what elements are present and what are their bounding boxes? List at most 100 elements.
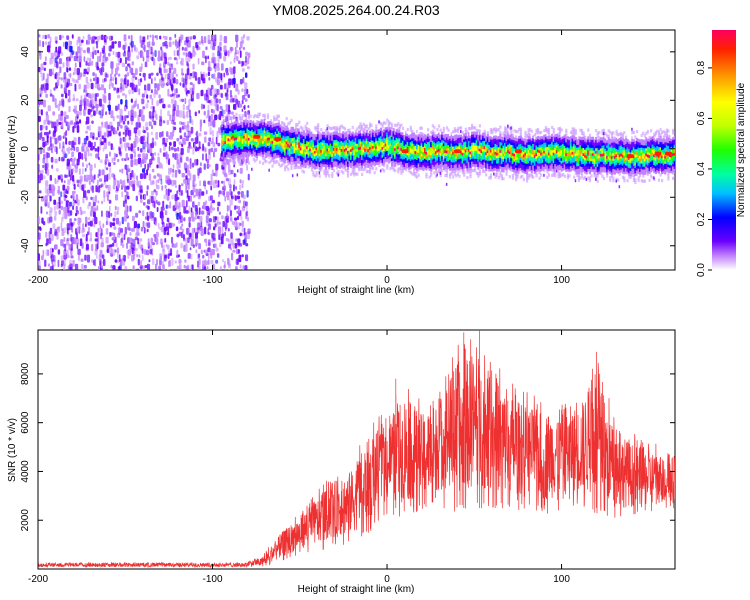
spectrogram-cell <box>430 157 433 161</box>
spectrogram-cell <box>298 136 301 140</box>
spectrogram-cell <box>287 143 290 147</box>
spectrogram-cell <box>299 160 302 164</box>
spectrogram-cell <box>237 120 240 124</box>
spectrogram-cell <box>483 151 486 155</box>
spectrogram-cell <box>226 154 229 158</box>
spectrogram-cell <box>444 147 447 151</box>
spectrogram-cell <box>324 158 328 162</box>
spectrogram-cell <box>321 131 324 135</box>
spectrogram-cell <box>209 180 213 186</box>
spectrogram-cell <box>460 160 463 165</box>
spectrogram-cell <box>485 167 488 172</box>
spectrogram-cell <box>75 194 79 202</box>
spectrogram-cell <box>337 156 340 160</box>
spectrogram-cell <box>312 149 315 153</box>
spectrogram-cell <box>317 144 320 148</box>
spectrogram-cell <box>146 169 148 176</box>
spectrogram-cell <box>129 172 132 181</box>
spectrogram-cell <box>450 153 453 157</box>
spectrogram-cell <box>244 140 247 144</box>
spectrogram-cell <box>139 35 142 44</box>
spectrogram-cell <box>339 157 342 161</box>
spectrogram-cell <box>464 146 467 150</box>
spectrogram-cell <box>285 138 288 142</box>
spectrogram-cell <box>351 149 354 153</box>
spectrogram-cell <box>296 128 299 132</box>
spectrogram-cell <box>489 128 492 132</box>
spectrogram-cell <box>351 133 354 137</box>
spectrogram-cell <box>342 157 345 162</box>
spectrogram-cell <box>247 161 251 165</box>
spectrogram-cell <box>58 156 61 162</box>
spectrogram-cell <box>392 146 395 150</box>
spectrogram-cell <box>379 122 383 126</box>
spectrogram-cell <box>83 190 87 198</box>
spectrogram-cell <box>290 161 293 165</box>
spectrogram-cell <box>262 127 265 131</box>
spectrogram-cell <box>197 57 200 65</box>
spectrogram-cell <box>51 233 54 241</box>
spectrogram-cell <box>78 152 82 160</box>
spectrogram-cell <box>329 161 332 165</box>
spectrogram-cell <box>242 77 245 84</box>
spectrogram-cell <box>367 156 370 160</box>
spectrogram-cell <box>86 57 90 62</box>
spectrogram-cell <box>113 87 116 91</box>
spectrogram-cell <box>227 258 230 266</box>
spectrogram-cell <box>478 158 481 163</box>
spectrogram-cell <box>225 72 229 76</box>
spectrogram-cell <box>397 151 400 155</box>
spectrogram-cell <box>345 163 348 167</box>
spectrogram-cell <box>110 61 114 69</box>
spectrogram-cell <box>183 217 186 222</box>
spectrogram-cell <box>364 164 367 168</box>
spectrogram-cell <box>420 126 423 130</box>
spectrogram-cell <box>108 100 111 108</box>
spectrogram-cell <box>348 141 351 146</box>
spectrogram-cell <box>266 153 269 157</box>
spectrogram-cell <box>200 89 204 97</box>
spectrogram-cell <box>449 138 452 142</box>
spectrogram-cell <box>176 109 180 117</box>
spectrogram-cell <box>320 136 323 140</box>
spectrogram-cell <box>232 77 236 85</box>
spectrogram-cell <box>301 137 304 141</box>
spectrogram-cell <box>489 160 492 164</box>
spectrogram-cell <box>61 228 64 232</box>
spectrogram-cell <box>337 127 340 131</box>
spectrogram-cell <box>252 131 255 135</box>
spectrogram-cell <box>89 78 92 82</box>
spectrogram-cell <box>480 155 483 159</box>
spectrogram-cell <box>221 153 224 157</box>
spectrogram-cell <box>218 211 221 215</box>
spectrogram-cell <box>464 165 467 169</box>
spectrogram-cell <box>471 169 474 173</box>
spectrogram-cell <box>87 221 91 226</box>
spectrogram-cell <box>383 153 386 157</box>
spectrogram-cell <box>153 200 156 209</box>
spectrogram-cell <box>364 153 367 157</box>
spectrogram-cell <box>268 153 271 157</box>
spectrogram-cell <box>431 124 434 128</box>
spectrogram-cell <box>290 118 293 123</box>
spectrogram-cell <box>244 113 247 118</box>
spectrogram-cell <box>285 149 288 153</box>
spectrogram-cell <box>246 133 249 137</box>
spectrogram-cell <box>372 161 375 165</box>
spectrogram-cell <box>361 140 364 145</box>
spectrogram-cell <box>116 247 120 254</box>
spectrogram-cell <box>405 160 408 164</box>
spectrogram-cell <box>167 73 171 80</box>
spectrogram-cell <box>247 271 249 276</box>
spectrogram-cell <box>491 133 494 138</box>
spectrogram-cell <box>121 168 124 174</box>
spectrogram-cell <box>345 147 348 151</box>
spectrogram-cell <box>471 123 474 127</box>
spectrogram-cell <box>151 168 155 173</box>
spectrogram-cell <box>157 179 160 184</box>
spectrogram-cell <box>89 220 93 227</box>
spectrogram-cell <box>224 156 227 161</box>
spectrogram-cell <box>412 137 416 142</box>
spectrogram-cell <box>489 138 492 142</box>
spectrogram-cell <box>54 98 57 106</box>
